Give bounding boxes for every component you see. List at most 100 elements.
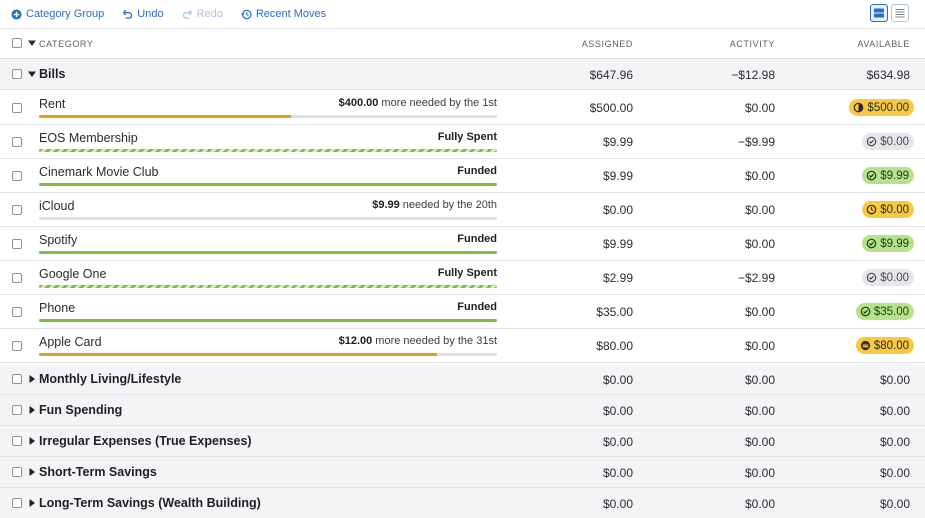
category-group-row[interactable]: Irregular Expenses (True Expenses) $0.00 $… bbox=[0, 426, 925, 457]
category-column-header[interactable]: CATEGORY bbox=[39, 39, 94, 49]
goal-status-amount: Funded bbox=[457, 233, 497, 245]
collapse-all-icon[interactable] bbox=[28, 39, 36, 47]
recent-moves-button[interactable]: Recent Moves bbox=[240, 8, 327, 20]
group-assigned: $647.96 bbox=[589, 68, 633, 82]
category-assigned[interactable]: $2.99 bbox=[602, 271, 633, 285]
group-checkbox[interactable] bbox=[12, 69, 22, 79]
available-pill[interactable]: $35.00 bbox=[855, 303, 914, 320]
category-group-row-bills[interactable]: Bills $647.96 −$12.98 $634.98 bbox=[0, 59, 925, 90]
category-group-row[interactable]: Long-Term Savings (Wealth Building) $0.00… bbox=[0, 488, 925, 518]
category-group-row[interactable]: Fun Spending $0.00 $0.00 $0.00 bbox=[0, 395, 925, 426]
expanded-view-toggle[interactable] bbox=[870, 4, 888, 22]
category-row[interactable]: Phone Funded $35.00 $0.00 $35.00 bbox=[0, 295, 925, 329]
category-assigned[interactable]: $35.00 bbox=[596, 305, 633, 319]
category-row[interactable]: Apple Card $12.00 more needed by the 31st… bbox=[0, 329, 925, 363]
available-pill[interactable]: $0.00 bbox=[862, 133, 914, 150]
progress-fill bbox=[39, 183, 497, 186]
category-group-row[interactable]: Short-Term Savings $0.00 $0.00 $0.00 bbox=[0, 457, 925, 488]
group-checkbox[interactable] bbox=[12, 436, 22, 446]
caret-right-icon[interactable] bbox=[28, 375, 36, 383]
undo-button[interactable]: Undo bbox=[122, 8, 164, 20]
category-activity[interactable]: −$9.99 bbox=[737, 135, 775, 149]
available-pill[interactable]: $500.00 bbox=[849, 99, 914, 116]
goal-status-text: more needed by the 31st bbox=[372, 335, 497, 347]
category-group-row[interactable]: Monthly Living/Lifestyle $0.00 $0.00 $0.00 bbox=[0, 364, 925, 395]
category-assigned[interactable]: $80.00 bbox=[596, 339, 633, 353]
goal-status-amount: Fully Spent bbox=[437, 267, 497, 279]
caret-right-icon[interactable] bbox=[28, 406, 36, 414]
category-checkbox[interactable] bbox=[12, 171, 22, 181]
category-name[interactable]: Rent bbox=[39, 97, 66, 111]
group-assigned: $0.00 bbox=[602, 466, 633, 480]
available-pill[interactable]: $80.00 bbox=[855, 337, 914, 354]
category-name[interactable]: Apple Card bbox=[39, 335, 102, 349]
add-category-group-button[interactable]: Category Group bbox=[11, 8, 104, 20]
available-pill[interactable]: $9.99 bbox=[862, 235, 914, 252]
category-assigned[interactable]: $9.99 bbox=[602, 169, 633, 183]
group-name[interactable]: Monthly Living/Lifestyle bbox=[39, 372, 182, 386]
category-name[interactable]: Spotify bbox=[39, 233, 78, 247]
group-name[interactable]: Long-Term Savings (Wealth Building) bbox=[39, 496, 261, 510]
group-assigned: $0.00 bbox=[602, 373, 633, 387]
group-checkbox[interactable] bbox=[12, 498, 22, 508]
available-amount: $0.00 bbox=[880, 271, 909, 284]
goal-status: $9.99 needed by the 20th bbox=[372, 199, 497, 211]
category-activity[interactable]: $0.00 bbox=[744, 339, 775, 353]
available-amount: $0.00 bbox=[880, 203, 909, 216]
group-checkbox[interactable] bbox=[12, 467, 22, 477]
available-pill[interactable]: $9.99 bbox=[862, 167, 914, 184]
category-row[interactable]: iCloud $9.99 needed by the 20th $0.00 $0.00… bbox=[0, 193, 925, 227]
category-name[interactable]: EOS Membership bbox=[39, 131, 138, 145]
compact-view-toggle[interactable] bbox=[891, 4, 909, 22]
caret-right-icon[interactable] bbox=[28, 468, 36, 476]
category-activity[interactable]: $0.00 bbox=[744, 237, 775, 251]
caret-down-icon[interactable] bbox=[28, 70, 36, 78]
available-pill[interactable]: $0.00 bbox=[862, 269, 914, 286]
caret-right-icon[interactable] bbox=[28, 499, 36, 507]
category-checkbox[interactable] bbox=[12, 137, 22, 147]
group-name[interactable]: Bills bbox=[39, 67, 66, 81]
caret-right-icon[interactable] bbox=[28, 437, 36, 445]
group-activity: −$12.98 bbox=[731, 68, 775, 82]
category-activity[interactable]: −$2.99 bbox=[737, 271, 775, 285]
group-checkbox[interactable] bbox=[12, 374, 22, 384]
category-assigned[interactable]: $0.00 bbox=[602, 203, 633, 217]
category-row[interactable]: EOS Membership Fully Spent $9.99 −$9.99 $0.0… bbox=[0, 125, 925, 159]
category-row[interactable]: Rent $400.00 more needed by the 1st $500.0… bbox=[0, 91, 925, 125]
category-activity[interactable]: $0.00 bbox=[744, 169, 775, 183]
select-all-checkbox[interactable] bbox=[12, 38, 22, 48]
category-checkbox[interactable] bbox=[12, 239, 22, 249]
category-assigned[interactable]: $9.99 bbox=[602, 135, 633, 149]
recent-moves-label: Recent Moves bbox=[255, 8, 327, 20]
group-name[interactable]: Fun Spending bbox=[39, 403, 123, 417]
category-checkbox[interactable] bbox=[12, 341, 22, 351]
group-name[interactable]: Irregular Expenses (True Expenses) bbox=[39, 434, 252, 448]
category-name[interactable]: Cinemark Movie Club bbox=[39, 165, 159, 179]
category-assigned[interactable]: $9.99 bbox=[602, 237, 633, 251]
category-checkbox[interactable] bbox=[12, 273, 22, 283]
category-activity[interactable]: $0.00 bbox=[744, 101, 775, 115]
category-row[interactable]: Google One Fully Spent $2.99 −$2.99 $0.00 bbox=[0, 261, 925, 295]
category-activity[interactable]: $0.00 bbox=[744, 305, 775, 319]
category-activity[interactable]: $0.00 bbox=[744, 203, 775, 217]
goal-status-amount: $12.00 bbox=[338, 335, 373, 347]
category-checkbox[interactable] bbox=[12, 205, 22, 215]
category-checkbox[interactable] bbox=[12, 103, 22, 113]
category-assigned[interactable]: $500.00 bbox=[589, 101, 633, 115]
category-name[interactable]: iCloud bbox=[39, 199, 75, 213]
goal-status-amount: Funded bbox=[457, 301, 497, 313]
category-checkbox[interactable] bbox=[12, 307, 22, 317]
category-name[interactable]: Google One bbox=[39, 267, 107, 281]
group-checkbox[interactable] bbox=[12, 405, 22, 415]
group-name[interactable]: Short-Term Savings bbox=[39, 465, 157, 479]
category-row[interactable]: Spotify Funded $9.99 $0.00 $9.99 bbox=[0, 227, 925, 261]
category-row[interactable]: Cinemark Movie Club Funded $9.99 $0.00 $9.99 bbox=[0, 159, 925, 193]
category-name[interactable]: Phone bbox=[39, 301, 76, 315]
redo-button[interactable]: Redo bbox=[182, 8, 223, 20]
activity-column-header: ACTIVITY bbox=[729, 39, 775, 49]
group-activity: $0.00 bbox=[744, 466, 775, 480]
available-pill[interactable]: $0.00 bbox=[862, 201, 914, 218]
goal-status-amount: Funded bbox=[457, 165, 497, 177]
goal-progress-bar bbox=[39, 217, 497, 220]
group-available: $0.00 bbox=[879, 373, 910, 387]
